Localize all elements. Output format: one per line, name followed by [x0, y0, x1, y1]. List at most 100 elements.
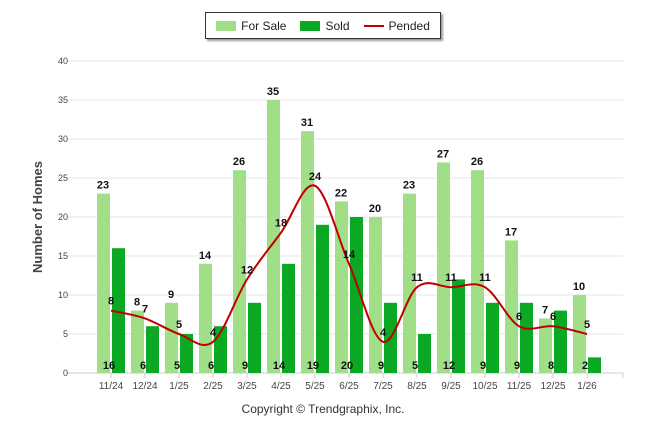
x-tick-label: 2/25: [203, 381, 223, 392]
x-tick-label: 7/25: [373, 381, 393, 392]
x-tick-label: 6/25: [339, 381, 359, 392]
bar-sold: [282, 263, 295, 373]
data-label-sold: 5: [174, 360, 180, 372]
data-label-pended: 6: [550, 311, 556, 323]
data-label-sold: 9: [480, 360, 486, 372]
data-label-sold: 9: [242, 360, 248, 372]
legend-item-sold[interactable]: Sold: [300, 18, 350, 33]
data-label-sold: 19: [307, 360, 319, 372]
bar-for-sale: [233, 170, 246, 373]
data-label-pended: 8: [108, 296, 114, 308]
y-tick-label: 10: [58, 290, 68, 300]
bar-sold: [112, 248, 125, 373]
legend-label: Sold: [325, 18, 350, 33]
line-pended: [110, 184, 588, 346]
data-label-for-sale: 14: [199, 250, 212, 262]
data-label-pended: 4: [210, 327, 217, 339]
bar-sold: [418, 334, 431, 373]
data-label-pended: 18: [275, 218, 287, 230]
data-label-for-sale: 31: [301, 117, 313, 129]
data-label-for-sale: 20: [369, 203, 381, 215]
y-tick-label: 0: [63, 368, 68, 378]
bar-sold: [146, 326, 159, 373]
y-tick-label: 35: [58, 95, 68, 105]
data-label-for-sale: 23: [403, 180, 415, 192]
y-tick-label: 20: [58, 212, 68, 222]
data-label-for-sale: 35: [267, 86, 279, 98]
data-label-pended: 24: [309, 171, 322, 183]
x-tick-label: 12/24: [132, 381, 157, 392]
bar-for-sale: [267, 100, 280, 373]
bar-sold: [486, 302, 499, 373]
legend-swatch-sold: [300, 20, 321, 31]
bar-for-sale: [97, 193, 110, 373]
data-label-for-sale: 23: [97, 180, 109, 192]
bar-for-sale: [539, 318, 552, 373]
legend-item-pended[interactable]: Pended: [363, 19, 430, 33]
data-label-sold: 6: [140, 360, 146, 372]
x-tick-label: 9/25: [441, 381, 461, 392]
x-tick-label: 3/25: [237, 381, 257, 392]
data-label-sold: 20: [341, 360, 353, 372]
data-label-pended: 11: [445, 272, 457, 284]
data-label-for-sale: 9: [168, 289, 174, 301]
y-tick-label: 30: [58, 134, 68, 144]
y-tick-label: 25: [58, 173, 68, 183]
x-tick-label: 11/24: [99, 381, 124, 392]
data-label-for-sale: 22: [335, 187, 347, 199]
x-tick-label: 1/25: [169, 381, 189, 392]
bar-for-sale: [369, 217, 382, 373]
x-tick-label: 8/25: [407, 381, 427, 392]
bar-for-sale: [437, 162, 450, 373]
bar-for-sale: [505, 240, 518, 373]
x-tick-label: 1/26: [577, 381, 597, 392]
y-tick-label: 40: [58, 56, 68, 66]
y-tick-label: 15: [58, 251, 68, 261]
data-label-sold: 14: [273, 360, 286, 372]
data-label-sold: 9: [378, 360, 384, 372]
bar-sold: [180, 334, 193, 373]
bar-sold: [316, 224, 329, 373]
data-label-sold: 12: [443, 360, 455, 372]
data-label-pended: 11: [479, 272, 491, 284]
bar-sold: [588, 357, 601, 373]
data-label-pended: 11: [411, 272, 423, 284]
legend-item-for-sale[interactable]: For Sale: [216, 19, 286, 33]
data-label-pended: 12: [241, 264, 253, 276]
x-tick-label: 4/25: [271, 381, 291, 392]
bar-for-sale: [335, 201, 348, 373]
data-label-sold: 5: [412, 360, 418, 372]
x-tick-label: 12/25: [540, 381, 565, 392]
bar-for-sale: [199, 263, 212, 373]
data-label-sold: 9: [514, 360, 520, 372]
x-tick-label: 5/25: [305, 381, 325, 392]
data-label-for-sale: 10: [573, 281, 585, 293]
data-label-pended: 5: [176, 319, 182, 331]
data-label-sold: 8: [548, 360, 554, 372]
data-label-pended: 7: [142, 303, 148, 315]
bar-for-sale: [403, 193, 416, 373]
data-label-sold: 16: [103, 360, 115, 372]
data-label-pended: 6: [516, 311, 522, 323]
data-label-pended: 4: [380, 327, 387, 339]
x-tick-label: 11/25: [507, 381, 532, 392]
data-label-for-sale: 27: [437, 148, 449, 160]
data-label-sold: 6: [208, 360, 214, 372]
bar-for-sale: [471, 170, 484, 373]
y-tick-label: 5: [63, 329, 68, 339]
data-label-pended: 14: [343, 249, 356, 261]
data-label-for-sale: 17: [505, 226, 517, 238]
data-label-for-sale: 7: [542, 304, 548, 316]
bar-sold: [350, 217, 363, 373]
bar-for-sale: [131, 310, 144, 373]
bar-sold: [520, 302, 533, 373]
data-label-for-sale: 8: [134, 297, 140, 309]
bar-sold: [248, 302, 261, 373]
y-axis-title: Number of Homes: [30, 161, 45, 273]
copyright: Copyright © Trendgraphix, Inc.: [241, 402, 405, 416]
legend-label: For Sale: [241, 18, 287, 33]
data-label-sold: 2: [582, 360, 588, 372]
legend-swatch-for-sale: [216, 20, 237, 31]
